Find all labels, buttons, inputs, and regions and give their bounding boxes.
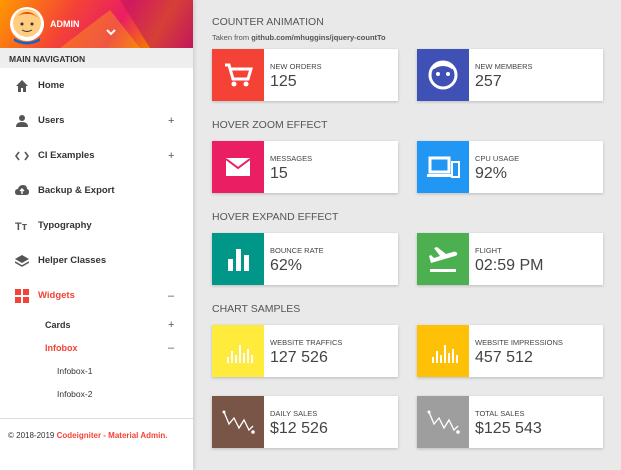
menu-item[interactable]: Backup & Export <box>0 173 193 208</box>
card-label: DAILY SALES <box>270 409 318 418</box>
card-value: 92% <box>475 165 508 182</box>
menu-label[interactable]: Cards <box>45 319 71 330</box>
menu-label[interactable]: Home <box>38 80 65 91</box>
nav-header: MAIN NAVIGATION <box>0 48 193 68</box>
menu-toggle[interactable]: + <box>168 149 175 162</box>
menu-label[interactable]: Infobox-2 <box>57 388 93 399</box>
menu-item[interactable]: Infobox – <box>0 336 193 359</box>
card-row: BOUNCE RATE 62% FLIGHT 02:59 PM <box>212 233 612 285</box>
menu-item[interactable]: Tт Typography <box>0 208 193 243</box>
card-label: MESSAGES <box>270 154 313 163</box>
card-icon <box>212 396 264 448</box>
menu-label[interactable]: Backup & Export <box>38 185 115 196</box>
menu-icon <box>15 185 29 195</box>
menu-toggle[interactable]: – <box>168 289 175 302</box>
menu-toggle[interactable]: + <box>168 318 175 331</box>
menu-toggle[interactable]: – <box>168 341 175 354</box>
menu-icon <box>15 151 29 161</box>
menu-item[interactable]: Widgets – <box>0 278 193 313</box>
card-label: FLIGHT <box>475 246 502 255</box>
footer: © 2018-2019 Codeigniter - Material Admin… <box>0 418 193 440</box>
info-card[interactable]: FLIGHT 02:59 PM <box>417 233 603 285</box>
user-banner: ADMIN <box>0 0 193 48</box>
section-title: HOVER EXPAND EFFECT <box>212 211 339 223</box>
svg-text:Tт: Tт <box>15 221 28 233</box>
user-name[interactable]: ADMIN <box>50 19 80 29</box>
section-title: COUNTER ANIMATION <box>212 16 324 28</box>
sidebar: ADMIN MAIN NAVIGATION Home Users + CI Examp… <box>0 0 193 470</box>
card-icon <box>417 141 469 193</box>
card-value: 15 <box>270 165 288 182</box>
menu-item[interactable]: Home <box>0 68 193 103</box>
card-icon <box>417 49 469 101</box>
section-title: CHART SAMPLES <box>212 303 301 315</box>
banner-art <box>10 0 193 48</box>
card-value: 125 <box>270 73 297 90</box>
info-card[interactable]: NEW ORDERS 125 <box>212 49 398 101</box>
copyright: © 2018-2019 <box>8 431 55 440</box>
menu-icon <box>16 80 28 92</box>
card-value: $125 543 <box>475 420 542 437</box>
menu-item[interactable]: Infobox-1 <box>0 359 193 382</box>
info-card[interactable]: CPU USAGE 92% <box>417 141 603 193</box>
menu-label[interactable]: Users <box>38 115 65 126</box>
card-icon <box>417 396 469 448</box>
menu-item[interactable]: Helper Classes <box>0 243 193 278</box>
info-card[interactable]: MESSAGES 15 <box>212 141 398 193</box>
menu-item[interactable]: Users + <box>0 103 193 138</box>
card-icon <box>212 141 264 193</box>
card-icon <box>212 233 264 285</box>
menu-label[interactable]: Typography <box>38 220 92 231</box>
card-label: WEBSITE IMPRESSIONS <box>475 338 563 347</box>
card-row: NEW ORDERS 125 NEW MEMBERS 257 <box>212 49 612 101</box>
menu-item[interactable]: Cards + <box>0 313 193 336</box>
section-title: HOVER ZOOM EFFECT <box>212 119 328 131</box>
subtitle-prefix: Taken from <box>212 33 250 42</box>
menu-label[interactable]: Infobox-1 <box>57 365 93 376</box>
card-value: $12 526 <box>270 420 328 437</box>
subtitle-link[interactable]: github.com/mhuggins/jquery-countTo <box>251 33 386 42</box>
card-icon <box>212 325 264 377</box>
menu-label[interactable]: Widgets <box>38 290 75 301</box>
content: COUNTER ANIMATION Taken from github.com/m… <box>212 14 612 464</box>
menu-item[interactable]: Infobox-2 <box>0 382 193 405</box>
card-label: WEBSITE TRAFFICS <box>270 338 343 347</box>
card-value: 02:59 PM <box>475 257 544 274</box>
brand[interactable]: Codeigniter - Material Admin. <box>56 431 168 440</box>
card-value: 257 <box>475 73 502 90</box>
card-row: MESSAGES 15 CPU USAGE 92% <box>212 141 612 193</box>
menu-icon <box>15 289 29 303</box>
section-subtitle: Taken from github.com/mhuggins/jquery-co… <box>212 33 612 42</box>
card-label: NEW ORDERS <box>270 62 322 71</box>
card-label: BOUNCE RATE <box>270 246 324 255</box>
menu-label[interactable]: Infobox <box>45 342 78 353</box>
card-label: CPU USAGE <box>475 154 520 163</box>
menu-toggle[interactable]: + <box>168 114 175 127</box>
card-value: 127 526 <box>270 349 328 366</box>
card-label: NEW MEMBERS <box>475 62 533 71</box>
card-row: WEBSITE TRAFFICS 127 526 WEBSITE IMPRESSIO… <box>212 325 612 448</box>
card-label: TOTAL SALES <box>475 409 525 418</box>
info-card[interactable]: TOTAL SALES $125 543 <box>417 396 603 448</box>
card-icon <box>212 49 264 101</box>
menu: Home Users + CI Examples + Backup & Export Tт T… <box>0 68 193 405</box>
info-card[interactable]: NEW MEMBERS 257 <box>417 49 603 101</box>
info-card[interactable]: DAILY SALES $12 526 <box>212 396 398 448</box>
card-value: 457 512 <box>475 349 533 366</box>
menu-icon: Tт <box>15 221 28 233</box>
menu-icon <box>16 115 28 127</box>
info-card[interactable]: WEBSITE TRAFFICS 127 526 <box>212 325 398 377</box>
info-card[interactable]: BOUNCE RATE 62% <box>212 233 398 285</box>
card-icon <box>417 325 469 377</box>
menu-item[interactable]: CI Examples + <box>0 138 193 173</box>
menu-label[interactable]: CI Examples <box>38 150 95 161</box>
menu-label[interactable]: Helper Classes <box>38 255 107 266</box>
card-value: 62% <box>270 257 303 274</box>
info-card[interactable]: WEBSITE IMPRESSIONS 457 512 <box>417 325 603 377</box>
card-icon <box>417 233 469 285</box>
menu-icon <box>15 255 29 267</box>
